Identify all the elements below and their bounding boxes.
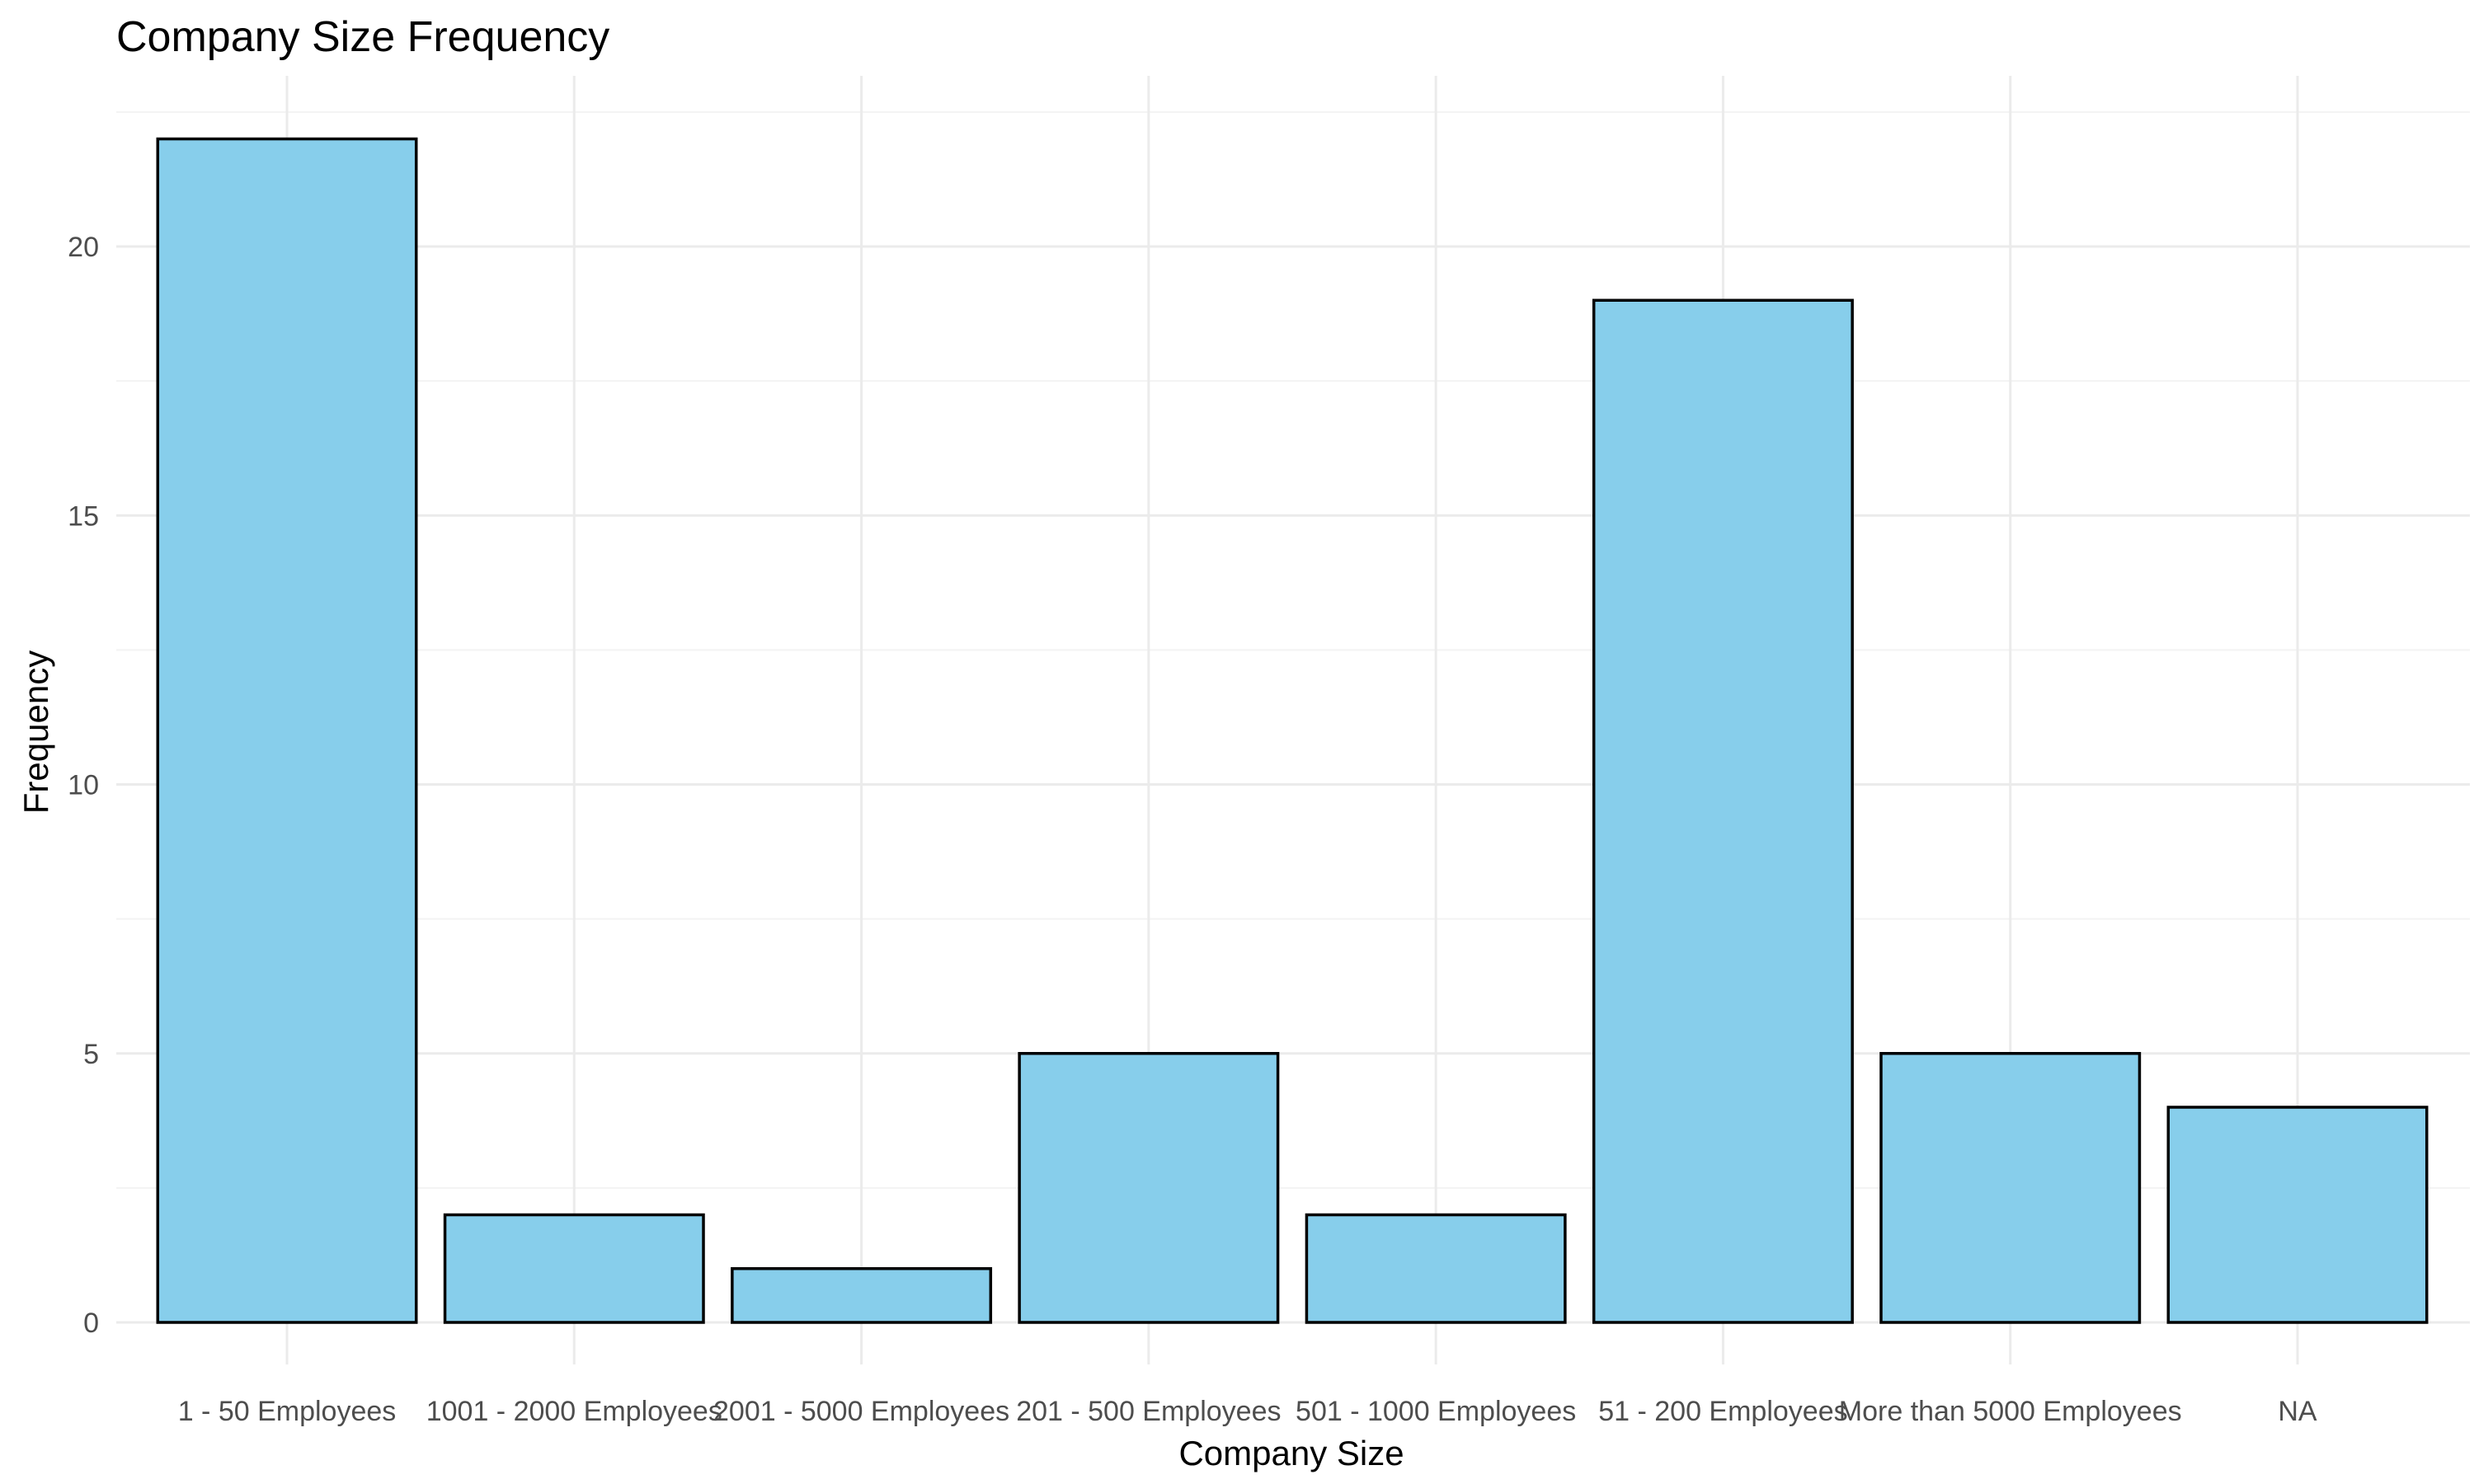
x-tick-label: NA [2278, 1396, 2317, 1427]
bar-3 [1018, 1052, 1280, 1324]
y-tick-label: 20 [68, 232, 99, 263]
bar-2 [731, 1267, 993, 1324]
x-tick-label: More than 5000 Employees [1839, 1396, 2182, 1427]
bars [156, 137, 2429, 1324]
chart-title: Company Size Frequency [116, 13, 609, 61]
x-tick-label: 201 - 500 Employees [1016, 1396, 1281, 1427]
x-tick-label: 501 - 1000 Employees [1296, 1396, 1576, 1427]
x-tick-label: 51 - 200 Employees [1598, 1396, 1847, 1427]
y-tick-label: 10 [68, 770, 99, 801]
y-axis-ticks: 0 5 10 15 20 [68, 232, 99, 1339]
x-tick-label: 2001 - 5000 Employees [713, 1396, 1009, 1427]
bar-0 [156, 137, 418, 1324]
y-tick-label: 5 [83, 1039, 99, 1070]
bar-4 [1305, 1213, 1567, 1324]
y-tick-label: 15 [68, 500, 99, 532]
x-tick-label: 1001 - 2000 Employees [426, 1396, 722, 1427]
y-axis-title: Frequency [16, 650, 55, 814]
y-tick-label: 0 [83, 1308, 99, 1339]
bar-5 [1592, 298, 1854, 1324]
bar-6 [1879, 1052, 2142, 1324]
bar-7 [2166, 1106, 2429, 1324]
x-axis-ticks: 1 - 50 Employees 1001 - 2000 Employees200… [178, 1396, 2317, 1427]
x-axis-title: Company Size [1178, 1434, 1404, 1472]
bar-1 [443, 1213, 705, 1324]
x-tick-label: 1 - 50 Employees [178, 1396, 397, 1427]
